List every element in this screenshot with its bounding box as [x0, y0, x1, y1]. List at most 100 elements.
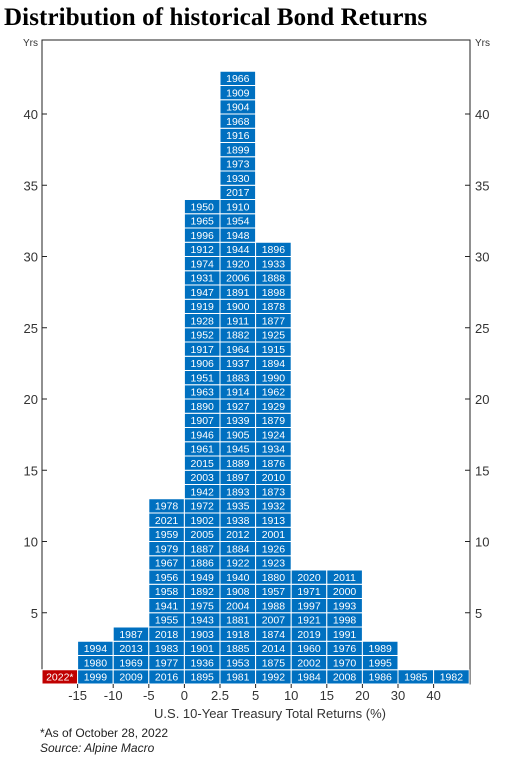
y-axis-label-left: Yrs	[23, 38, 38, 49]
bar-year-label: 1906	[191, 358, 215, 370]
bar-year-label: 1881	[226, 615, 250, 627]
bar-year-label: 1984	[297, 672, 321, 684]
bar-year-label: 1943	[191, 615, 215, 627]
bar-year-label: 1957	[262, 586, 286, 598]
bar-year-label: 2022*	[46, 672, 73, 684]
bar-year-label: 1982	[440, 672, 464, 684]
bar-year-label: 1935	[226, 501, 250, 513]
bar-year-label: 1882	[226, 330, 250, 342]
chart-title: Distribution of historical Bond Returns	[4, 4, 428, 31]
bar-year-label: 1976	[333, 643, 357, 655]
bar-year-label: 1913	[262, 515, 286, 527]
bar-year-label: 1948	[226, 230, 250, 242]
bar-year-label: 1933	[262, 258, 286, 270]
y-tick-label-right: 35	[475, 178, 489, 193]
y-tick-label-left: 15	[24, 463, 38, 478]
bar-year-label: 2010	[262, 472, 286, 484]
x-tick-label: 30	[391, 688, 405, 703]
bar-year-label: 1911	[227, 315, 250, 327]
bar-year-label: 1915	[262, 344, 286, 356]
y-tick-label-left: 30	[24, 250, 38, 265]
bar-year-label: 1924	[262, 429, 286, 441]
bar-year-label: 1886	[191, 558, 215, 570]
bar-year-label: 1989	[369, 643, 393, 655]
bar-year-label: 1923	[262, 558, 286, 570]
bar-year-label: 1900	[226, 301, 250, 313]
y-tick-label-right: 40	[475, 107, 489, 122]
bar-year-label: 1910	[226, 201, 250, 213]
bar-year-label: 1996	[191, 230, 215, 242]
bar-year-label: 2020	[297, 572, 321, 584]
bar-year-label: 1888	[262, 273, 286, 285]
bar-cell	[255, 241, 292, 257]
y-tick-label-left: 20	[24, 392, 38, 407]
x-tick-label: 20	[355, 688, 369, 703]
bar-year-label: 1966	[226, 73, 250, 85]
bar-year-label: 1901	[191, 643, 215, 655]
bar-year-label: 1986	[369, 672, 393, 684]
bar-year-label: 1961	[191, 444, 215, 456]
bar-year-label: 1985	[404, 672, 428, 684]
bar-year-label: 1978	[155, 501, 179, 513]
bar-year-label: 1988	[262, 600, 286, 612]
bar-year-label: 1889	[226, 458, 250, 470]
x-tick-label: 5	[252, 688, 259, 703]
bar-year-label: 1970	[333, 657, 357, 669]
bar-year-label: 2008	[333, 672, 357, 684]
bar-cell	[433, 669, 470, 685]
bar-cell	[326, 569, 363, 585]
x-axis-label: U.S. 10-Year Treasury Total Returns (%)	[154, 706, 386, 721]
bar-year-label: 1876	[262, 458, 286, 470]
bar-year-label: 1884	[226, 543, 250, 555]
bar-cell	[361, 640, 399, 656]
y-axis-label-right: Yrs	[475, 38, 490, 49]
bar-year-label: 2016	[155, 672, 179, 684]
bar-year-label: 1890	[191, 401, 215, 413]
bar-year-label: 1897	[226, 472, 250, 484]
bar-year-label: 1898	[262, 287, 286, 299]
bar-year-label: 1934	[262, 444, 286, 456]
y-tick-label-right: 15	[475, 463, 489, 478]
bar-year-label: 1960	[297, 643, 321, 655]
bar-year-label: 1968	[226, 116, 250, 128]
bar-year-label: 1887	[191, 543, 215, 555]
x-tick-label: -15	[68, 688, 87, 703]
bar-year-label: 1908	[226, 586, 250, 598]
bar-year-label: 1973	[226, 159, 250, 171]
source-note: Source: Alpine Macro	[40, 741, 155, 755]
y-tick-label-left: 40	[24, 107, 38, 122]
bar-year-label: 2017	[226, 187, 250, 199]
bar-year-label: 1929	[262, 401, 286, 413]
bar-year-label: 1963	[191, 387, 215, 399]
y-tick-label-left: 25	[24, 321, 38, 336]
bar-year-label: 1921	[297, 615, 321, 627]
bar-year-label: 1944	[226, 244, 250, 256]
bar-year-label: 1902	[191, 515, 215, 527]
bar-year-label: 2019	[297, 629, 321, 641]
bar-year-label: 2004	[226, 600, 250, 612]
bar-year-label: 1955	[155, 615, 179, 627]
bar-year-label: 2014	[262, 643, 286, 655]
bar-year-label: 1917	[191, 344, 215, 356]
bar-year-label: 1919	[191, 301, 215, 313]
x-tick-label: -5	[143, 688, 155, 703]
y-tick-label-right: 5	[475, 606, 482, 621]
bar-year-label: 1993	[333, 600, 357, 612]
bar-year-label: 1950	[191, 201, 215, 213]
bar-year-label: 1893	[226, 486, 250, 498]
bar-year-label: 1939	[226, 415, 250, 427]
bar-year-label: 1992	[262, 672, 286, 684]
bar-year-label: 1995	[369, 657, 393, 669]
y-tick-label-right: 30	[475, 250, 489, 265]
x-tick-label: 15	[320, 688, 334, 703]
x-tick-label: 10	[284, 688, 298, 703]
bar-year-label: 2002	[297, 657, 321, 669]
bar-year-label: 2009	[119, 672, 143, 684]
bar-year-label: 1972	[191, 501, 215, 513]
bar-year-label: 1940	[226, 572, 250, 584]
bar-year-label: 1945	[226, 444, 250, 456]
x-tick-label: 40	[426, 688, 440, 703]
bar-year-label: 2015	[191, 458, 215, 470]
x-tick-label: -10	[104, 688, 123, 703]
bar-year-label: 1958	[155, 586, 179, 598]
